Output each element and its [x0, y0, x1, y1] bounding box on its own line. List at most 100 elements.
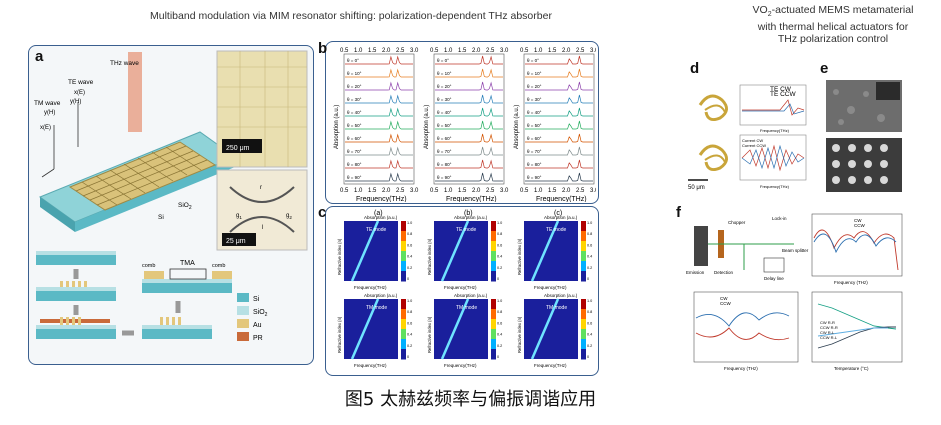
c-cbar-tick: 0.6: [407, 321, 412, 325]
c-cbar-tick: 0.8: [407, 310, 412, 314]
b-xtick-bottom: 2.5: [396, 188, 405, 194]
b-xtick-bottom: 2.0: [382, 188, 391, 194]
c-cbar-tick: 0.2: [587, 266, 592, 270]
f-label-emission: Emission: [686, 270, 705, 275]
c-cbar-tick: 0: [497, 355, 499, 359]
c-cbar-tick: 0: [407, 277, 409, 281]
label-y-h: y(H): [44, 110, 55, 116]
process-flow: [36, 251, 232, 339]
right-title-rest: -actuated MEMS metamaterial: [771, 4, 914, 16]
label-r: r: [260, 185, 262, 191]
f-xlabel-br: Temperature (°C): [834, 366, 869, 371]
f-legend-br-2: CCW R-R: [820, 325, 838, 330]
b-row-label: θ = 70°: [527, 149, 542, 154]
panel-c-letter: c: [318, 204, 327, 221]
c-colorbar-seg: [491, 271, 496, 282]
label-x-e: x(E): [40, 125, 51, 131]
b-row-label: θ = 10°: [527, 71, 542, 76]
c-cbar-tick: 1.0: [497, 299, 502, 303]
c-cbar-tick: 0.4: [497, 255, 502, 259]
panel-a-letter: a: [35, 48, 44, 65]
c-cbar-tick: 0.4: [407, 333, 412, 337]
f-label-splitter: Beam splitter: [782, 248, 809, 253]
c-colorbar-seg: [581, 221, 586, 232]
right-title-line3: THz polarization control: [777, 33, 889, 46]
b-spectrum-line: [435, 107, 503, 117]
legend-sio2: SiO2: [253, 309, 268, 318]
b-xtick-top: 0.5: [340, 48, 349, 54]
c-colorbar-seg: [581, 241, 586, 252]
c-mode-label: TE mode: [456, 227, 477, 233]
c-colorbar-seg: [581, 231, 586, 242]
c-xlabel: Frequency(THz): [354, 285, 387, 290]
c-colorbar-seg: [491, 251, 496, 262]
b-axes-box: [433, 53, 505, 185]
b-xtick-top: 3.0: [590, 48, 596, 54]
b-xtick-top: 2.0: [382, 48, 391, 54]
b-spectrum-line: [345, 120, 413, 130]
c-resonance-line: [440, 298, 470, 360]
c-absorption-label: Absorption (a.u.): [544, 215, 578, 220]
panel-b-plots: 0.5 0.5 1.0 1.0 1.5 1.5 2.0 2.0 2.5 2.5 3.0 3.0 θ = …: [334, 48, 596, 202]
c-colorbar-seg: [401, 261, 406, 272]
label-thz-wave: THz wave: [110, 60, 139, 67]
b-spectrum-line: [435, 120, 503, 130]
b-spectrum-line: [525, 55, 593, 65]
b-row-label: θ = 0°: [527, 58, 539, 63]
c-colorbar-seg: [491, 349, 496, 360]
b-row-label: θ = 50°: [437, 123, 452, 128]
panel-b-frame: [325, 41, 599, 204]
panel-d-figure: TE CW TE CCW Current CW Current CCW Freq…: [688, 84, 807, 191]
b-row-label: θ = 40°: [347, 110, 362, 115]
b-row-label: θ = 50°: [527, 123, 542, 128]
b-xtick-top: 3.0: [500, 48, 509, 54]
c-ylabel: Refractive index (n): [427, 238, 432, 275]
b-row-label: θ = 20°: [437, 84, 452, 89]
right-title-line2: with thermal helical actuators for: [757, 21, 909, 34]
b-spectrum-line: [525, 146, 593, 156]
material-legend: [237, 293, 249, 341]
c-cbar-tick: 1.0: [407, 221, 412, 225]
b-row-label: θ = 80°: [347, 162, 362, 167]
label-te-wave: TE wave: [68, 79, 94, 86]
b-row-label: θ = 90°: [347, 175, 362, 180]
b-xtick-bottom: 1.5: [368, 188, 377, 194]
c-colorbar-seg: [581, 349, 586, 360]
d-xlabel-top: Frequency(THz): [760, 128, 790, 133]
label-y-h2: y(H): [70, 99, 81, 105]
b-row-label: θ = 60°: [437, 136, 452, 141]
b-spectrum-line: [345, 94, 413, 104]
b-spectrum-line: [345, 159, 413, 169]
b-spectrum-line: [345, 68, 413, 78]
f-legend-br-4: CCW R-L: [820, 335, 838, 340]
c-absorption-label: Absorption (a.u.): [544, 293, 578, 298]
b-xtick-top: 1.5: [368, 48, 377, 54]
c-resonance-line: [530, 220, 560, 282]
b-spectrum-line: [435, 68, 503, 78]
b-ylabel: Absorption (a.u.): [424, 105, 430, 149]
label-l: l: [262, 225, 263, 231]
c-cbar-tick: 0.8: [497, 232, 502, 236]
c-colorbar-seg: [581, 261, 586, 272]
c-cbar-tick: 0.2: [407, 266, 412, 270]
c-xlabel: Frequency(THz): [534, 285, 567, 290]
b-row-label: θ = 10°: [437, 71, 452, 76]
c-colorbar-seg: [581, 251, 586, 262]
panel-b-letter: b: [318, 40, 328, 57]
c-cbar-tick: 0.4: [497, 333, 502, 337]
f-legend-br-1: CW R-R: [820, 320, 835, 325]
c-mode-label: TM mode: [366, 305, 387, 311]
c-cbar-tick: 0: [587, 355, 589, 359]
b-xtick-bottom: 3.0: [500, 188, 509, 194]
b-spectrum-line: [525, 133, 593, 143]
d-xlabel-bottom: Frequency(THz): [760, 184, 790, 189]
b-xtick-bottom: 1.0: [534, 188, 543, 194]
c-cbar-tick: 0: [407, 355, 409, 359]
f-xlabel-bl: Frequency (THz): [724, 366, 758, 371]
label-si-top: Si: [158, 214, 164, 221]
b-row-label: θ = 40°: [527, 110, 542, 115]
panel-c-plots: (a) (b) (c) TE mode Absorption (a.u.) 1.0 0.8 0…: [337, 210, 592, 368]
b-xtick-bottom: 1.0: [444, 188, 453, 194]
b-xtick-top: 1.0: [534, 48, 543, 54]
c-colorbar-seg: [581, 319, 586, 330]
